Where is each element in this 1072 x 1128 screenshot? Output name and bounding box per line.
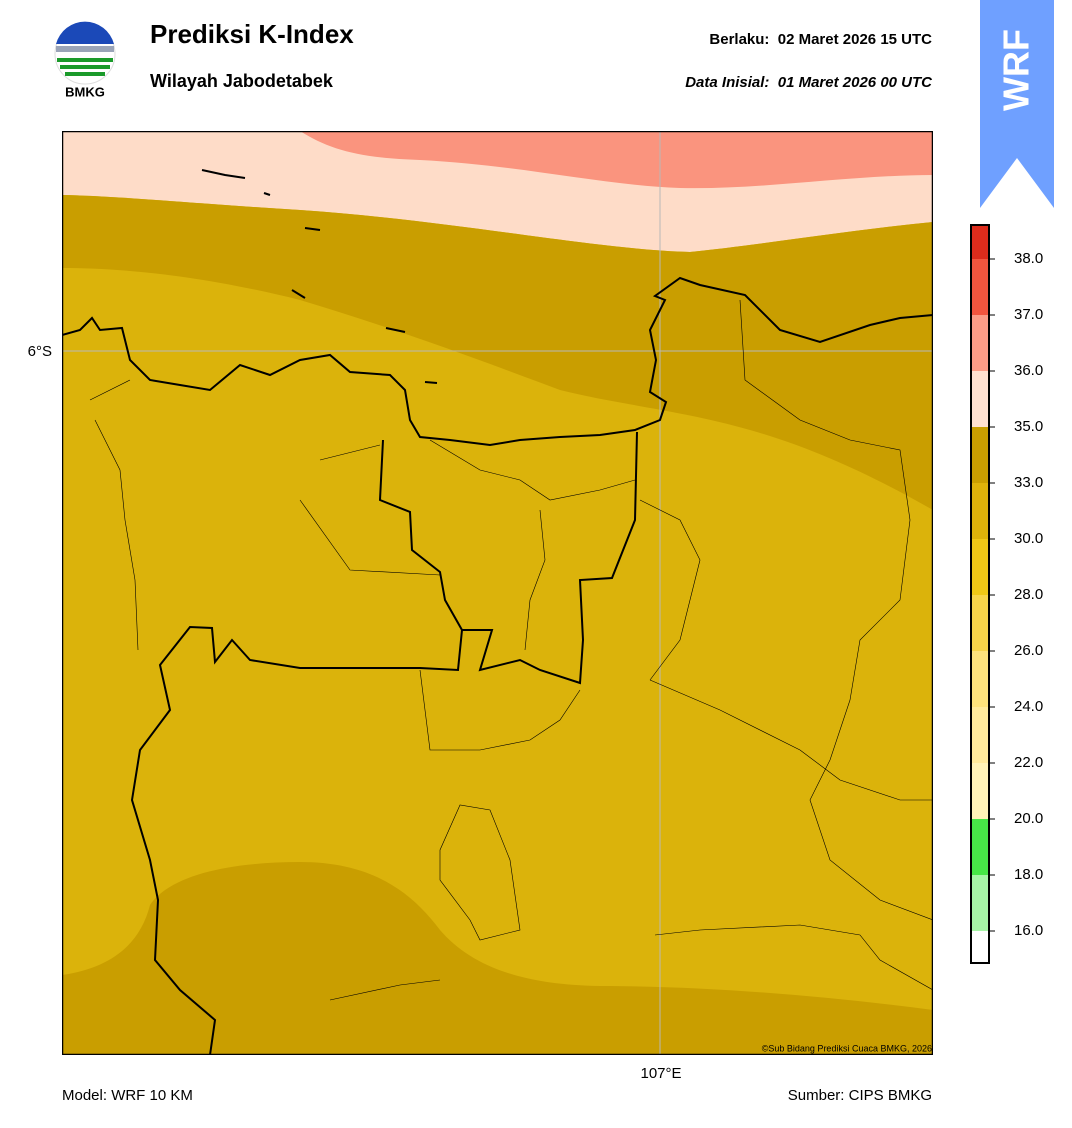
- colorbar-segment: [971, 595, 989, 651]
- colorbar-segment: [971, 315, 989, 371]
- init-time: Data Inisial: 01 Maret 2026 00 UTC: [685, 74, 933, 91]
- colorbar-label: 22.0: [1014, 754, 1043, 771]
- colorbar-label: 28.0: [1014, 586, 1043, 603]
- colorbar-segment: [971, 371, 989, 427]
- colorbar-label: 33.0: [1014, 474, 1043, 491]
- colorbar-label: 16.0: [1014, 922, 1043, 939]
- footer-source: Sumber: CIPS BMKG: [788, 1087, 932, 1104]
- valid-time: Berlaku: 02 Maret 2026 15 UTC: [709, 31, 932, 48]
- colorbar-segment: [971, 931, 989, 963]
- badge-label: WRF: [996, 29, 1037, 111]
- colorbar-segment: [971, 819, 989, 875]
- colorbar-label: 30.0: [1014, 530, 1043, 547]
- lat-label: 6°S: [28, 343, 52, 360]
- lon-label: 107°E: [640, 1065, 681, 1082]
- colorbar-segment: [971, 427, 989, 483]
- logo-label: BMKG: [65, 84, 105, 99]
- colorbar-segment: [971, 763, 989, 819]
- colorbar: 16.0 18.0 20.0 22.0 24.0 26.0 28.0 30.0 33.0 35.0…: [970, 224, 1043, 964]
- colorbar-frame: [970, 224, 990, 964]
- colorbar-label: 18.0: [1014, 866, 1043, 883]
- bmkg-logo: BMKG: [54, 21, 116, 99]
- colorbar-label: 26.0: [1014, 642, 1043, 659]
- colorbar-segment: [971, 225, 989, 259]
- footer-model: Model: WRF 10 KM: [62, 1087, 193, 1104]
- map-area: [62, 131, 933, 1055]
- colorbar-label: 24.0: [1014, 698, 1043, 715]
- colorbar-label: 35.0: [1014, 418, 1043, 435]
- colorbar-segment: [971, 483, 989, 539]
- colorbar-segment: [971, 259, 989, 315]
- colorbar-label: 37.0: [1014, 306, 1043, 323]
- colorbar-segment: [971, 707, 989, 763]
- colorbar-segment: [971, 651, 989, 707]
- map-credit: ©Sub Bidang Prediksi Cuaca BMKG, 2026: [762, 1043, 932, 1053]
- colorbar-segment: [971, 539, 989, 595]
- colorbar-label: 38.0: [1014, 250, 1043, 267]
- colorbar-segment: [971, 875, 989, 931]
- colorbar-label: 20.0: [1014, 810, 1043, 827]
- colorbar-label: 36.0: [1014, 362, 1043, 379]
- title: Prediksi K-Index: [150, 19, 354, 49]
- wrf-badge: [980, 0, 1054, 208]
- subtitle: Wilayah Jabodetabek: [150, 71, 334, 91]
